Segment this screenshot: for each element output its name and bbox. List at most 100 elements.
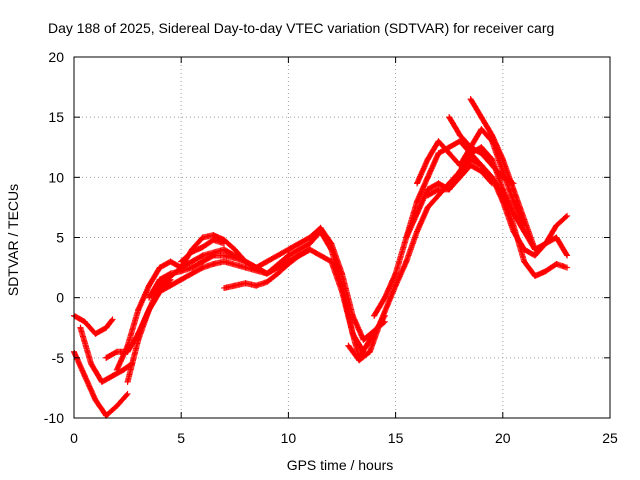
data-point: [360, 348, 367, 355]
data-point: [120, 366, 127, 373]
data-point: [366, 348, 373, 355]
y-tick-label: -10: [44, 410, 64, 426]
data-point: [478, 114, 485, 121]
data-point: [377, 318, 384, 325]
data-point: [274, 270, 281, 277]
data-point: [253, 264, 260, 271]
data-point: [92, 396, 99, 403]
data-point: [446, 186, 453, 193]
data-point: [392, 270, 399, 277]
data-layer: [71, 96, 571, 419]
data-point: [285, 260, 292, 267]
data-point: [349, 330, 356, 337]
data-point: [285, 252, 292, 259]
data-point: [456, 162, 463, 169]
data-point: [349, 312, 356, 319]
data-point: [263, 270, 270, 277]
data-point: [531, 273, 538, 280]
data-point: [424, 186, 431, 193]
data-point: [499, 186, 506, 193]
data-point: [328, 240, 335, 247]
series-track-8: [146, 246, 313, 301]
data-point: [221, 258, 228, 265]
data-point: [478, 144, 485, 151]
data-point: [188, 264, 195, 271]
data-point: [296, 252, 303, 259]
data-point: [124, 342, 131, 349]
y-axis-label: SDTVAR / TECUs: [5, 184, 21, 296]
x-tick-label: 5: [177, 430, 185, 446]
data-point: [188, 248, 195, 255]
data-point: [435, 186, 442, 193]
series-track-9: [221, 246, 313, 292]
data-point: [521, 216, 528, 223]
data-point: [424, 204, 431, 211]
data-point: [296, 240, 303, 247]
data-point: [317, 224, 324, 231]
data-point: [221, 285, 228, 292]
data-point: [435, 192, 442, 199]
data-point: [414, 180, 421, 187]
data-point: [371, 312, 378, 319]
data-point: [531, 252, 538, 259]
series-track-10: [178, 236, 228, 265]
data-point: [306, 240, 313, 247]
data-point: [210, 252, 217, 259]
data-point: [231, 282, 238, 289]
data-point: [478, 162, 485, 169]
data-point: [392, 282, 399, 289]
data-point: [103, 324, 110, 331]
data-point: [210, 236, 217, 243]
data-point: [510, 210, 517, 217]
data-point: [167, 270, 174, 277]
data-point: [146, 294, 153, 301]
data-point: [167, 258, 174, 265]
data-point: [124, 390, 131, 397]
data-point: [424, 156, 431, 163]
data-point: [199, 234, 206, 241]
data-point: [510, 228, 517, 235]
y-tick-label: 15: [48, 109, 64, 125]
data-point: [156, 276, 163, 283]
data-point: [414, 228, 421, 235]
data-point: [109, 316, 116, 323]
x-tick-label: 25: [602, 430, 618, 446]
data-point: [135, 330, 142, 337]
data-point: [77, 324, 84, 331]
data-point: [199, 258, 206, 265]
series-track-3: [77, 324, 135, 385]
data-point: [499, 174, 506, 181]
data-point: [435, 138, 442, 145]
data-point: [221, 240, 228, 247]
data-point: [339, 288, 345, 295]
data-point: [403, 234, 410, 241]
data-point: [103, 354, 110, 361]
data-point: [199, 244, 206, 251]
data-point: [424, 174, 431, 181]
data-point: [88, 360, 95, 367]
x-tick-label: 15: [388, 430, 404, 446]
data-point: [199, 264, 206, 271]
data-point: [542, 240, 549, 247]
data-point: [263, 279, 270, 286]
x-tick-label: 10: [281, 430, 297, 446]
data-point: [424, 192, 431, 199]
tick-labels: 0 5 10 15 20 25 -10 -5 0 5 10 15 20: [44, 49, 618, 446]
data-point: [92, 330, 99, 337]
data-point: [510, 180, 517, 187]
data-point: [345, 342, 352, 349]
data-point: [221, 246, 228, 253]
series-track-17: [424, 162, 496, 199]
data-point: [467, 96, 474, 103]
x-axis-label: GPS time / hours: [287, 457, 394, 473]
data-point: [446, 114, 453, 121]
data-point: [456, 174, 463, 181]
data-point: [98, 378, 105, 385]
data-point: [146, 282, 153, 289]
data-point: [199, 252, 206, 259]
data-point: [156, 264, 163, 271]
data-point: [403, 258, 410, 265]
data-point: [489, 132, 496, 139]
data-point: [499, 156, 506, 163]
